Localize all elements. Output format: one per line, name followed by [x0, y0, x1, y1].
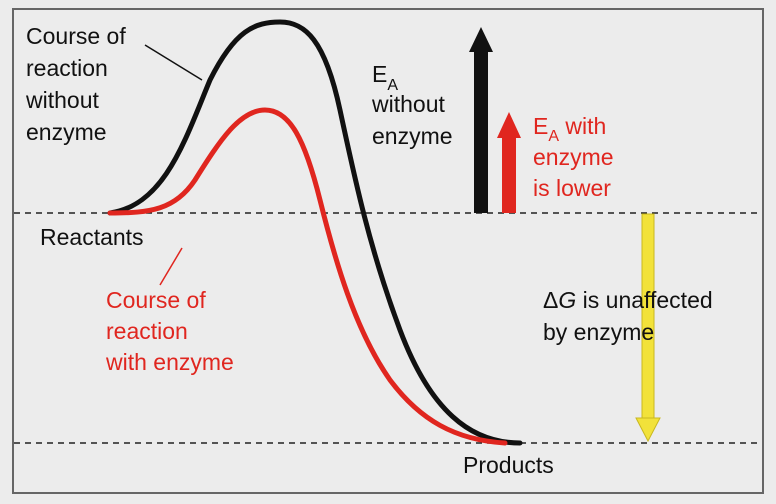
- diagram-frame: [12, 8, 764, 494]
- ea-with-arrow: [497, 112, 521, 213]
- catalyzed-leader-line: [159, 247, 183, 286]
- uncatalyzed-leader-line: [144, 44, 203, 81]
- ea-without-arrow: [469, 27, 493, 213]
- uncatalyzed-label: Course of reaction without enzyme: [25, 23, 132, 145]
- delta-g-arrow: [635, 213, 661, 443]
- catalyzed-reaction-curve: [107, 107, 508, 446]
- products-label: Products: [463, 452, 554, 478]
- reactants-label: Reactants: [40, 224, 144, 250]
- catalyzed-label: Course of reaction with enzyme: [105, 287, 234, 375]
- ea-without-label: EA without enzyme: [371, 61, 453, 149]
- uncatalyzed-reaction-curve: [107, 19, 523, 446]
- delta-g-label: ΔG is unaffected by enzyme: [543, 287, 719, 345]
- ea-with-label: EA with enzyme is lower: [533, 113, 620, 201]
